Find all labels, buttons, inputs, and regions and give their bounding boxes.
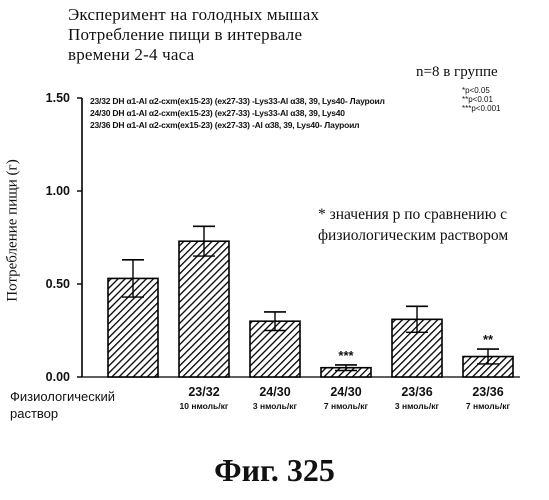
y-tick-label: 1.50: [46, 91, 70, 105]
x-category-label: 23/32: [164, 385, 244, 399]
x-category-label: 24/30: [306, 385, 386, 399]
bar: [179, 241, 229, 377]
x-category-dose: 7 нмоль/кг: [306, 401, 386, 411]
figure-caption: Фиг. 325: [0, 452, 549, 489]
x-category-label: 24/30: [235, 385, 315, 399]
significance-marker: **: [483, 332, 494, 347]
y-tick-label: 0.50: [46, 277, 70, 291]
y-tick-label: 1.00: [46, 184, 70, 198]
x-category-dose: 10 нмоль/кг: [164, 401, 244, 411]
y-tick-label: 0.00: [46, 370, 70, 384]
bar-chart: 0.000.501.001.50 *****: [0, 0, 549, 420]
x-category-label: 23/36: [448, 385, 528, 399]
x-category-dose: 3 нмоль/кг: [377, 401, 457, 411]
x-category-dose: 7 нмоль/кг: [448, 401, 528, 411]
control-label-line-2: раствор: [10, 405, 58, 422]
chart-bars: *****: [108, 226, 513, 377]
significance-marker: ***: [338, 348, 354, 363]
x-category-label: 23/36: [377, 385, 457, 399]
control-label-line-1: Физиологический: [10, 388, 115, 405]
x-category-dose: 3 нмоль/кг: [235, 401, 315, 411]
